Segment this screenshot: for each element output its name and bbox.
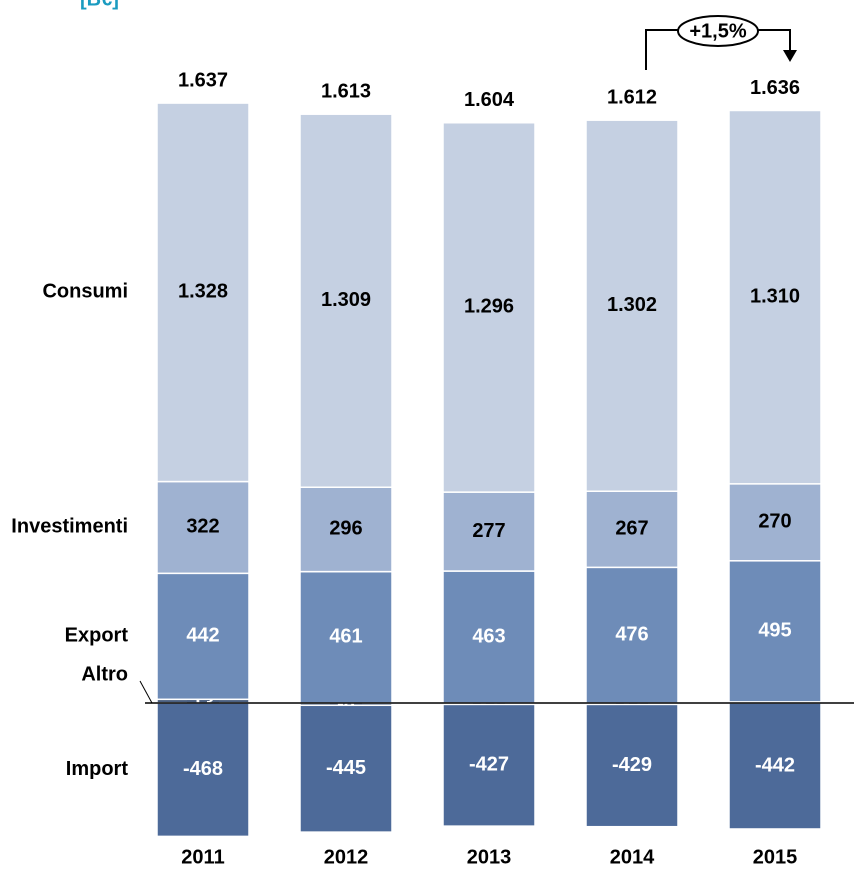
total-label: 1.604 <box>464 89 515 111</box>
bar-segment <box>585 566 679 704</box>
value-label: 495 <box>758 620 791 642</box>
bar-segment <box>728 109 822 485</box>
bar-segment <box>299 704 393 833</box>
value-label: 461 <box>329 626 362 648</box>
x-tick-label: 2011 <box>181 846 224 868</box>
value-label: 476 <box>615 623 648 645</box>
series-label: Investimenti <box>11 516 128 538</box>
value-label: -429 <box>612 754 652 776</box>
series-label: Consumi <box>42 281 128 303</box>
value-label: -427 <box>469 754 509 776</box>
bar-segment <box>728 702 822 830</box>
total-label: 1.613 <box>321 80 371 102</box>
bar-segment <box>299 113 393 489</box>
bar-segment <box>728 560 822 703</box>
annotation-bracket <box>645 29 791 70</box>
bar-segment <box>156 572 250 701</box>
x-tick-label: 2012 <box>324 846 369 868</box>
bar-segment <box>442 491 536 572</box>
value-label: -442 <box>755 754 795 776</box>
x-tick-label: 2014 <box>610 846 655 868</box>
bar-segment <box>585 490 679 569</box>
value-label: 1.328 <box>178 281 228 303</box>
value-label: 1.302 <box>607 294 657 316</box>
bar-segment <box>585 119 679 492</box>
x-tick-label: 2015 <box>753 846 798 868</box>
annotation-arrow <box>783 50 797 62</box>
value-label: 267 <box>615 518 648 540</box>
bar-segment <box>442 570 536 704</box>
total-label: 1.637 <box>178 69 228 91</box>
growth-annotation: +1,5% <box>645 15 797 70</box>
value-label: 296 <box>329 518 362 540</box>
series-label: Export <box>65 625 129 647</box>
leader-line <box>139 680 153 704</box>
annotation-text: +1,5% <box>689 20 746 42</box>
value-label: 1.309 <box>321 289 371 311</box>
bar-segment <box>156 702 250 838</box>
value-label: 277 <box>472 520 505 542</box>
value-label: 1.296 <box>464 296 514 318</box>
value-label: -468 <box>183 758 223 780</box>
value-label: 463 <box>472 625 505 647</box>
total-label: 1.612 <box>607 86 657 108</box>
x-tick-label: 2013 <box>467 846 512 868</box>
value-label: -445 <box>326 757 366 779</box>
unit-label: [B€] <box>80 0 119 10</box>
bar-segment <box>585 703 679 828</box>
annotation-ellipse <box>677 15 759 47</box>
bar-segment <box>728 483 822 562</box>
bar-segment <box>442 121 536 493</box>
value-label: 322 <box>186 516 219 538</box>
value-label: 270 <box>758 511 791 533</box>
series-label: Altro <box>81 663 128 685</box>
value-label: 1.310 <box>750 285 800 307</box>
bar-segment <box>156 102 250 483</box>
value-label: 442 <box>186 625 219 647</box>
bar-segment <box>156 480 250 575</box>
bar-segment <box>442 703 536 827</box>
bar-segment <box>299 486 393 573</box>
total-label: 1.636 <box>750 77 800 99</box>
series-label: Import <box>66 758 129 780</box>
